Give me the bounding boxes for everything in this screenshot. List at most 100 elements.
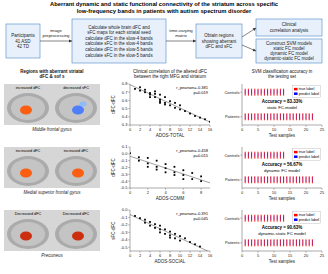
sample-mark <box>270 152 271 159</box>
x-tick-label: 25 <box>320 190 325 195</box>
sample-mark <box>312 176 313 183</box>
point <box>191 178 193 180</box>
sample-mark <box>245 115 246 120</box>
y-axis <box>242 147 243 188</box>
point <box>156 166 158 168</box>
sample-mark <box>264 89 265 96</box>
sample-mark <box>264 153 265 158</box>
text-line: 42 TD <box>17 44 30 49</box>
text-line: Regions with aberrant striatal <box>20 69 83 74</box>
sample-mark <box>283 90 284 95</box>
stats-annotation: r_pearson=-0.381p=0.019 <box>176 85 208 95</box>
brain-inner <box>11 159 45 183</box>
sample-mark <box>270 239 271 246</box>
legend-swatch <box>294 151 298 154</box>
legend-label: true label <box>299 87 315 91</box>
sample-mark <box>245 178 246 183</box>
y-tick <box>240 155 242 156</box>
sample-mark <box>274 239 275 246</box>
point <box>159 99 161 101</box>
x-tick-label: 5 <box>257 190 260 195</box>
y-tick <box>128 247 130 248</box>
point <box>159 228 161 230</box>
text-line: matrix <box>175 33 188 38</box>
y-tick <box>128 232 130 233</box>
point <box>174 171 176 173</box>
brain <box>7 219 49 249</box>
arrow <box>40 41 72 42</box>
x-tick-label: 20 <box>304 190 309 195</box>
sample-mark <box>258 89 259 96</box>
brain-panel <box>4 84 100 125</box>
point <box>179 109 181 111</box>
sample-mark <box>274 153 275 158</box>
text-line: Clinical <box>282 22 297 27</box>
point <box>159 100 161 102</box>
text-line: SVM classification accuracy in <box>252 69 313 74</box>
brain-inner <box>11 222 45 246</box>
y-axis <box>130 84 131 125</box>
sample-mark <box>280 113 281 120</box>
sample-mark <box>261 241 262 246</box>
sample-mark <box>274 89 275 96</box>
sample-mark <box>267 153 268 158</box>
point <box>184 237 186 239</box>
sample-mark <box>309 239 310 246</box>
point <box>182 174 184 176</box>
y-tick <box>240 218 242 219</box>
stats-annotation: r_pearson=-0.391p=0.045 <box>176 211 208 221</box>
activation-blob <box>72 232 84 241</box>
x-tick-label: 6 <box>159 127 162 132</box>
x-tick-label: 6 <box>159 253 162 258</box>
sample-mark <box>264 241 265 246</box>
x-axis-label: ADOS-COMM <box>156 196 185 201</box>
sample-mark <box>251 89 252 96</box>
sample-mark <box>277 153 278 158</box>
x-tick-label: 10 <box>272 127 277 132</box>
sample-mark <box>254 115 255 120</box>
sample-mark <box>267 216 268 221</box>
point <box>144 219 146 221</box>
regression-line <box>130 215 210 251</box>
sample-mark <box>264 178 265 183</box>
flow-step-label: imagepreprocessing <box>43 28 71 38</box>
brain-label: increased dFC <box>64 149 89 153</box>
sample-mark <box>248 115 249 120</box>
sample-mark <box>258 241 259 246</box>
brain <box>55 219 97 249</box>
sample-mark <box>270 176 271 183</box>
text-line: preprocessing <box>43 33 71 38</box>
x-axis-label: ADOS-SOCIAL <box>155 259 186 264</box>
sample-mark <box>277 176 278 183</box>
y-tick-label: -0.1 <box>120 215 128 220</box>
y-tick <box>128 239 130 240</box>
flow-box-label: Obtain regionsshowing aberrantdFC and sF… <box>202 33 237 49</box>
point <box>165 171 167 173</box>
point <box>138 160 140 162</box>
y-tick-label: -0.2 <box>120 165 128 170</box>
text-line: dFC & sof s <box>39 74 64 79</box>
y-tick <box>128 125 130 126</box>
activation-blob <box>20 232 32 241</box>
y-tick-label: 0.3 <box>122 122 128 127</box>
point <box>147 163 149 165</box>
point <box>156 169 158 171</box>
sample-mark <box>302 113 303 120</box>
x-axis-label: ADOS-TOTAL <box>156 133 185 138</box>
point <box>164 233 166 235</box>
sample-mark <box>274 215 275 222</box>
point <box>144 222 146 224</box>
sample-mark <box>261 178 262 183</box>
sample-mark <box>312 113 313 120</box>
text-line: dynamic-static FC model <box>264 56 314 61</box>
y-tick <box>128 167 130 168</box>
sample-mark <box>283 178 284 183</box>
point <box>199 246 201 248</box>
point <box>139 217 141 219</box>
x-tick-label: 0 <box>241 190 244 195</box>
y-tick <box>128 92 130 93</box>
sample-mark <box>302 178 303 183</box>
sample-mark <box>283 152 284 159</box>
sample-mark <box>267 239 268 246</box>
sample-mark <box>248 176 249 183</box>
